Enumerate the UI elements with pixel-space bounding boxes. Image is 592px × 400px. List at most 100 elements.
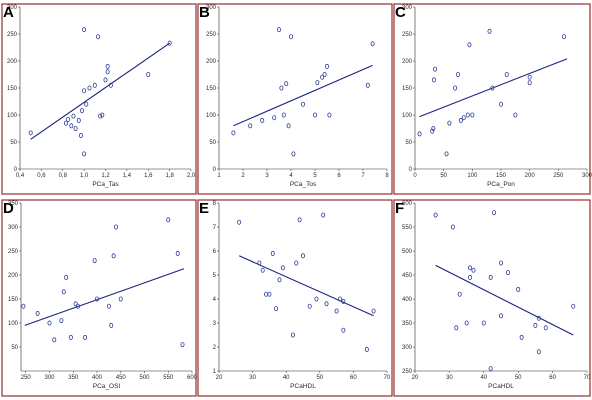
data-point [290,332,295,338]
x-tick-label: 0,4 [16,173,25,179]
panel-letter: A [3,4,14,21]
data-point [312,112,317,118]
data-point [341,298,346,304]
data-point [284,81,289,87]
data-point [69,123,74,129]
data-point [454,325,459,331]
data-point [78,133,83,139]
data-point [447,120,452,126]
data-point [320,74,325,80]
y-tick-label: 200 [206,59,217,65]
data-point [267,291,272,297]
data-point [536,315,541,321]
y-tick-label: 4 [213,297,217,303]
y-tick-label: 250 [206,32,217,38]
data-point [79,108,84,114]
y-tick-label: 8 [213,201,217,207]
regression-line [30,42,170,140]
y-tick-label: 0 [213,167,217,173]
data-point [47,320,52,326]
data-point [237,219,242,225]
data-point [488,366,493,372]
y-tick-label: 350 [8,201,19,207]
x-tick-label: 250 [21,375,32,381]
data-point [274,306,279,312]
x-tick-label: 30 [446,375,453,381]
y-tick-label: 1 [213,369,217,375]
data-point [248,123,253,129]
y-tick-label: 250 [402,32,413,38]
y-tick-label: 50 [10,140,17,146]
data-point [73,301,78,307]
x-tick-label: 50 [515,375,522,381]
data-point [59,318,64,324]
y-tick-label: 6 [213,249,217,255]
data-point [458,117,463,123]
y-tick-label: 0 [14,167,18,173]
data-point [321,212,326,218]
data-point [92,82,97,88]
y-tick-label: 550 [402,225,413,231]
y-tick-label: 350 [402,321,413,327]
data-point [257,260,262,266]
data-point [272,115,277,121]
x-tick-label: 550 [163,375,174,381]
data-point [114,224,119,230]
data-point [105,63,110,69]
data-point [300,101,305,107]
data-point [108,82,113,88]
data-point [370,41,375,47]
data-point [337,296,342,302]
data-point [364,346,369,352]
x-tick-label: 1,2 [101,173,110,179]
data-point [468,274,473,280]
y-tick-label: 150 [8,297,19,303]
data-point [71,113,76,119]
y-tick-label: 250 [402,369,413,375]
data-point [465,112,470,118]
data-point [444,151,449,157]
x-tick-label: 6 [337,173,341,179]
data-point [431,126,436,132]
x-tick-label: 1 [217,173,221,179]
data-point [461,115,466,121]
y-tick-label: 50 [405,140,412,146]
data-point [536,349,541,355]
x-tick-label: 100 [467,173,478,179]
data-point [291,151,296,157]
x-tick-label: 50 [440,173,447,179]
panel-frame [393,3,591,195]
panel-letter: D [3,200,14,217]
data-point [260,117,265,123]
data-point [327,112,332,118]
data-point [324,63,329,69]
panel-letter: C [395,4,406,21]
data-point [281,112,286,118]
y-tick-label: 0 [409,167,413,173]
y-tick-label: 300 [402,5,413,11]
chart-panel-c: 0 50 100 150 200 250 300 0 50 100 150 200 250 300 PCa_… [393,3,592,195]
y-tick-label: 150 [7,86,18,92]
data-point [61,289,66,295]
x-tick-label: 0 [413,173,417,179]
y-tick-label: 500 [402,249,413,255]
data-point [109,322,114,328]
data-point [467,42,472,48]
x-tick-label: 450 [116,375,127,381]
y-tick-label: 300 [206,5,217,11]
data-point [84,101,89,107]
data-point [82,88,87,94]
data-point [487,28,492,34]
x-tick-label: 2 [241,173,245,179]
data-point [430,128,435,134]
data-point [103,77,108,83]
y-tick-label: 100 [402,113,413,119]
chart-panel-d: 50 100 150 200 250 300 350 250 300 350 400 450 500 55… [1,199,198,397]
x-axis-label: PCa_Tas [92,181,119,188]
data-point [450,224,455,230]
data-point [490,85,495,91]
chart-panel-b: 0 50 100 150 200 250 300 1 2 3 4 5 6 7 8 PCa_Tos B [197,3,393,195]
data-point [175,250,180,256]
y-tick-label: 50 [11,345,18,351]
data-point [315,80,320,86]
